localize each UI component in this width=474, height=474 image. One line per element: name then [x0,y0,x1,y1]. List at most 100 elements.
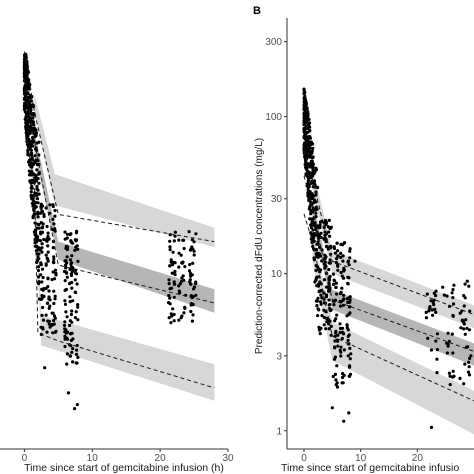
observation-point [324,295,329,299]
observation-point [306,110,310,114]
observation-point [335,263,340,267]
observation-point [466,345,470,349]
observation-point [448,383,452,387]
observation-point [74,361,78,365]
observation-point [341,243,345,247]
observation-point [306,144,311,148]
observation-point [40,250,44,254]
x-tick-label: 0 [22,453,28,464]
observation-point [311,162,315,166]
observation-point [333,319,337,323]
observation-point [38,239,43,243]
observation-point [70,320,74,324]
observation-point [428,306,432,310]
observation-point [75,282,79,286]
panel-a: 0 10 20 30 Time since start of gemcitabine … [0,51,234,474]
percentile-line-p95 [23,51,215,243]
observation-point [71,266,75,270]
observation-point [311,172,315,176]
observation-point [68,258,72,262]
observation-point [31,162,35,167]
observation-point [65,232,69,236]
observation-point [40,210,45,214]
observation-point [314,211,318,215]
observation-point [46,234,50,238]
observation-point [74,352,79,356]
observation-point [320,314,324,318]
observation-point [318,223,322,227]
observation-point [324,327,328,331]
observation-point [308,205,312,209]
observation-point [68,300,72,304]
observation-point [189,303,193,307]
observation-point [167,282,171,286]
observation-point [342,293,346,297]
observation-point [52,289,56,293]
observation-point [467,328,472,332]
observation-point [346,338,350,342]
observation-point [24,92,28,96]
observation-point [445,294,449,298]
observation-point [450,332,454,336]
observation-point [51,217,55,221]
observation-point [52,255,56,259]
observation-point [177,284,181,288]
observation-point [330,406,334,410]
observation-point [431,313,435,317]
observation-point [30,201,34,205]
observation-point [327,230,331,234]
observation-point [45,224,49,229]
panel-a-percentile-lines [23,51,215,389]
panel-b-percentile-lines [303,151,474,402]
observation-point [177,265,181,269]
observation-point [467,373,472,377]
observation-point [177,318,181,322]
observation-point [73,271,77,275]
observation-point [468,356,472,360]
observation-point [70,309,74,313]
observation-point [314,215,318,219]
observation-point [308,217,312,221]
observation-point [435,332,439,336]
observation-point [303,112,307,117]
observation-point [304,130,308,135]
observation-point [466,370,471,374]
observation-point [324,255,328,259]
observation-point [426,336,430,340]
observation-point [307,117,311,121]
observation-point [309,212,313,216]
observation-point [332,246,337,251]
observation-point [441,285,445,289]
observation-point [23,103,27,107]
observation-point [41,318,46,322]
observation-point [335,338,339,342]
observation-point [63,279,67,283]
observation-point [333,372,337,376]
observation-point [183,306,187,310]
observation-point [347,333,351,337]
observation-point [348,249,352,253]
observation-point [194,280,198,284]
observation-point [69,312,73,317]
observation-point [339,354,343,358]
observation-point [76,318,80,322]
observation-point [340,326,345,330]
observation-point [324,285,329,289]
observation-point [36,265,41,269]
percentile-line-p5 [303,213,474,402]
observation-point [451,351,455,355]
observation-point [329,226,333,230]
observation-point [345,326,349,330]
observation-point [171,263,175,267]
observation-point [40,242,44,246]
observation-point [335,364,339,368]
observation-point [191,313,195,317]
observation-point [320,248,324,252]
observation-point [316,314,320,318]
observation-point [183,265,187,269]
observation-point [340,286,344,290]
observation-point [329,333,333,337]
observation-point [73,407,77,411]
observation-point [27,169,31,173]
observation-point [462,382,466,386]
